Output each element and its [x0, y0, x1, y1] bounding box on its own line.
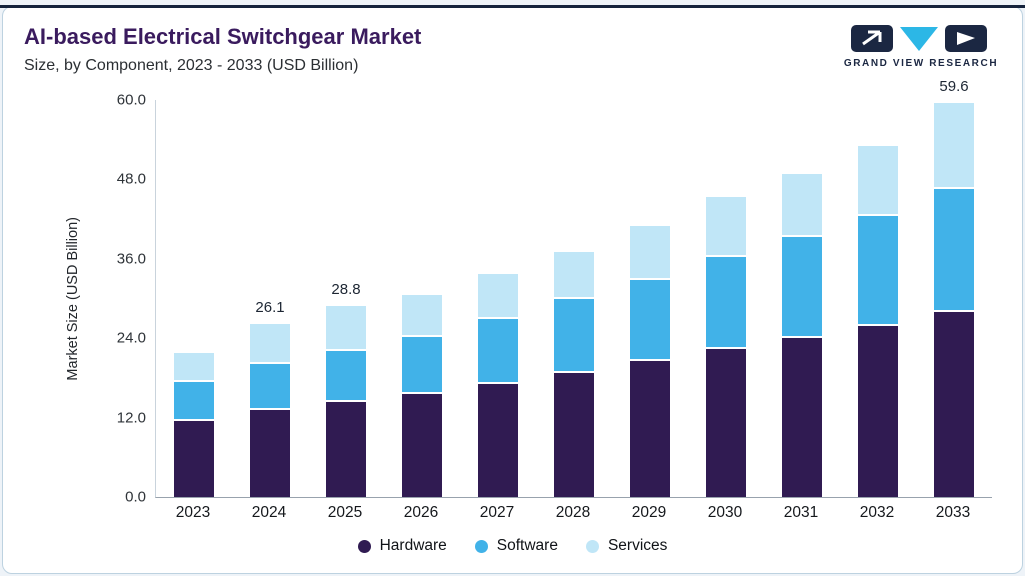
bar-stack	[478, 274, 518, 497]
legend-label: Software	[496, 537, 558, 554]
legend-marker-icon	[585, 539, 599, 553]
bar-stack	[174, 353, 214, 497]
bar-stack	[858, 146, 898, 497]
brand-name: GRAND VIEW RESEARCH	[843, 58, 999, 69]
bar-segment-software	[706, 256, 746, 350]
legend-item-hardware: Hardware	[357, 537, 447, 555]
legend-marker-icon	[357, 539, 371, 553]
bar-segment-services	[630, 225, 670, 280]
bar-column-2032	[840, 100, 916, 497]
x-tick-label: 2032	[859, 504, 895, 521]
y-tick-label: 36.0	[116, 250, 146, 268]
y-axis-ticks: 0.0 12.0 24.0 36.0 48.0 60.0	[90, 92, 146, 506]
bar-segment-software	[250, 364, 290, 410]
legend-item-services: Services	[585, 537, 668, 555]
bar-segment-hardware	[326, 402, 366, 497]
bar-segment-hardware	[630, 361, 670, 497]
x-axis-labels: 2023 2024 2025 2026 2027 2028 2029 2030 2031 2032…	[155, 504, 991, 522]
bar-stack	[706, 196, 746, 497]
x-tick-label: 2028	[555, 504, 591, 521]
bar-segment-services	[554, 252, 594, 299]
y-axis-title: Market Size (USD Billion)	[65, 216, 81, 381]
legend-marker-icon	[474, 539, 488, 553]
bar-segment-software	[174, 381, 214, 421]
bar-stack	[782, 174, 822, 497]
x-tick-label: 2029	[631, 504, 667, 521]
bar-stack	[554, 252, 594, 497]
x-tick-label: 2024	[251, 504, 287, 521]
legend-label: Hardware	[379, 537, 447, 554]
brand-logo: GRAND VIEW RESEARCH	[841, 24, 1001, 69]
bar-column-2023	[156, 100, 232, 497]
bar-segment-hardware	[174, 420, 214, 497]
bar-segment-software	[478, 319, 518, 384]
bar-column-2033: 59.6	[916, 78, 992, 497]
plot-area: 26.1 28.8 59.6	[155, 78, 992, 498]
y-tick-label: 12.0	[116, 409, 146, 427]
bar-segment-hardware	[554, 372, 594, 497]
chart-header: AI-based Electrical Switchgear Market Si…	[24, 24, 421, 75]
bar-stack	[326, 306, 366, 497]
brand-logo-icon	[851, 25, 987, 52]
bar-segment-services	[478, 274, 518, 320]
bar-segment-services	[174, 353, 214, 382]
y-tick-label: 60.0	[116, 91, 146, 109]
bar-segment-software	[934, 189, 974, 313]
bar-column-2025: 28.8	[308, 100, 384, 497]
bar-column-2031	[764, 100, 840, 497]
bar-segment-hardware	[402, 394, 442, 497]
bar-segment-services	[858, 146, 898, 216]
y-tick-label: 48.0	[116, 170, 146, 188]
bar-segment-services	[326, 306, 366, 351]
bar-stack	[402, 295, 442, 497]
bar-segment-hardware	[706, 349, 746, 497]
bar-total-label: 59.6	[939, 77, 969, 95]
bar-column-2030	[688, 100, 764, 497]
bar-segment-services	[934, 102, 974, 190]
bar-segment-services	[782, 174, 822, 237]
x-tick-label: 2031	[783, 504, 819, 521]
bar-column-2026	[384, 100, 460, 497]
top-accent-line	[0, 5, 1025, 8]
bar-segment-services	[402, 295, 442, 337]
bar-column-2029	[612, 100, 688, 497]
x-tick-label: 2027	[479, 504, 515, 521]
bar-total-label: 28.8	[331, 281, 361, 299]
x-tick-label: 2026	[403, 504, 439, 521]
bar-column-2027	[460, 100, 536, 497]
bar-segment-hardware	[782, 338, 822, 497]
bar-segment-software	[782, 236, 822, 339]
bar-segment-software	[402, 336, 442, 395]
bar-stack	[934, 102, 974, 497]
y-tick-label: 24.0	[116, 329, 146, 347]
bar-segment-hardware	[478, 383, 518, 497]
x-tick-label: 2033	[935, 504, 971, 521]
x-tick-label: 2023	[175, 504, 211, 521]
legend-item-software: Software	[474, 537, 558, 555]
y-tick-label: 0.0	[125, 488, 146, 506]
bar-segment-software	[326, 350, 366, 403]
bar-stack	[250, 324, 290, 497]
page-subtitle: Size, by Component, 2023 - 2033 (USD Bil…	[24, 57, 359, 74]
bar-segment-services	[250, 324, 290, 365]
bar-total-label: 26.1	[255, 299, 285, 317]
bar-segment-hardware	[858, 325, 898, 497]
bars-container: 26.1 28.8 59.6	[156, 78, 992, 497]
bar-segment-hardware	[250, 409, 290, 497]
bar-segment-software	[554, 298, 594, 373]
bar-stack	[630, 225, 670, 497]
bar-segment-services	[706, 196, 746, 257]
x-tick-label: 2030	[707, 504, 743, 521]
legend-label: Services	[607, 537, 668, 554]
legend: Hardware Software Services	[0, 537, 1025, 555]
bar-column-2028	[536, 100, 612, 497]
bar-segment-software	[630, 280, 670, 362]
bar-segment-software	[858, 215, 898, 326]
y-axis-title-wrap: Market Size (USD Billion)	[62, 100, 84, 497]
bar-column-2024: 26.1	[232, 100, 308, 497]
bar-segment-hardware	[934, 312, 974, 497]
x-tick-label: 2025	[327, 504, 363, 521]
page-title: AI-based Electrical Switchgear Market	[24, 24, 422, 49]
